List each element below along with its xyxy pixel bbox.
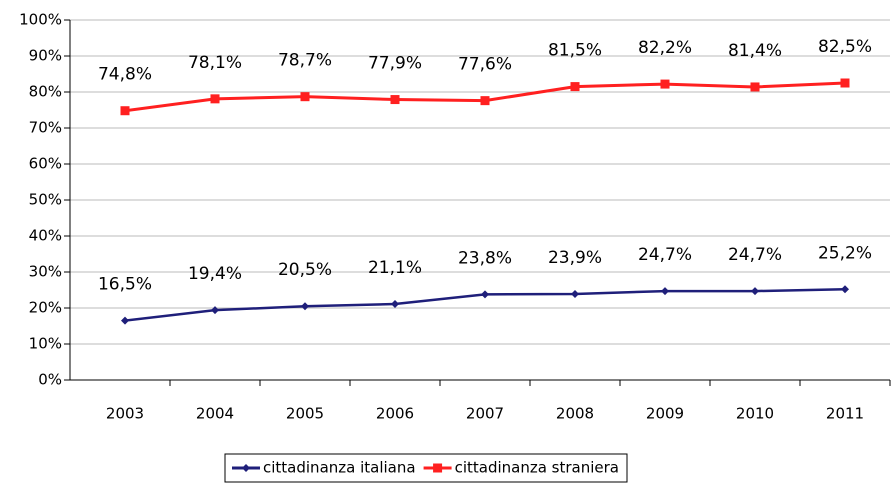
legend-marker <box>242 464 250 472</box>
value-label: 78,1% <box>188 53 242 73</box>
value-label: 77,6% <box>458 55 512 75</box>
value-label: 74,8% <box>98 65 152 85</box>
value-label: 21,1% <box>368 258 422 278</box>
y-tick-label: 80% <box>29 83 62 101</box>
value-label: 82,2% <box>638 38 692 58</box>
marker <box>120 106 130 116</box>
legend-marker <box>433 463 443 473</box>
y-tick-label: 60% <box>29 155 62 173</box>
legend: cittadinanza italiana cittadinanza strani… <box>224 453 628 483</box>
value-label: 81,4% <box>728 41 782 61</box>
marker <box>390 95 400 105</box>
marker <box>391 300 399 309</box>
marker <box>660 79 670 89</box>
x-tick-label: 2009 <box>646 405 684 423</box>
value-label: 23,8% <box>458 248 512 268</box>
marker <box>481 290 489 299</box>
x-tick-label: 2004 <box>196 405 234 423</box>
marker <box>751 287 759 296</box>
y-tick-label: 30% <box>29 263 62 281</box>
value-label: 81,5% <box>548 41 602 61</box>
x-tick-label: 2005 <box>286 405 324 423</box>
value-label: 82,5% <box>818 37 872 57</box>
value-label: 77,9% <box>368 54 422 74</box>
marker <box>661 287 669 296</box>
value-label: 25,2% <box>818 243 872 263</box>
y-tick-label: 10% <box>29 335 62 353</box>
y-tick-label: 70% <box>29 119 62 137</box>
x-tick-label: 2003 <box>106 405 144 423</box>
value-label: 19,4% <box>188 264 242 284</box>
marker <box>840 78 850 88</box>
legend-label: cittadinanza italiana <box>263 459 416 477</box>
value-label: 23,9% <box>548 248 602 268</box>
marker <box>210 94 220 104</box>
marker <box>480 96 490 106</box>
x-tick-label: 2008 <box>556 405 594 423</box>
value-label: 16,5% <box>98 275 152 295</box>
x-tick-label: 2007 <box>466 405 504 423</box>
marker <box>570 82 580 92</box>
y-tick-label: 0% <box>38 371 62 389</box>
value-label: 24,7% <box>638 245 692 265</box>
y-tick-label: 50% <box>29 191 62 209</box>
x-tick-label: 2010 <box>736 405 774 423</box>
y-tick-label: 90% <box>29 47 62 65</box>
legend-box <box>224 453 628 483</box>
marker <box>301 302 309 311</box>
x-tick-label: 2011 <box>826 405 864 423</box>
value-label: 78,7% <box>278 51 332 71</box>
marker <box>300 92 310 102</box>
value-label: 24,7% <box>728 245 782 265</box>
legend-label: cittadinanza straniera <box>455 459 619 477</box>
marker <box>211 306 219 315</box>
y-tick-label: 100% <box>19 11 62 29</box>
marker <box>571 289 579 298</box>
value-label: 20,5% <box>278 260 332 280</box>
y-tick-label: 40% <box>29 227 62 245</box>
marker <box>750 82 760 92</box>
marker <box>121 316 129 325</box>
x-tick-label: 2006 <box>376 405 414 423</box>
marker <box>841 285 849 294</box>
y-tick-label: 20% <box>29 299 62 317</box>
